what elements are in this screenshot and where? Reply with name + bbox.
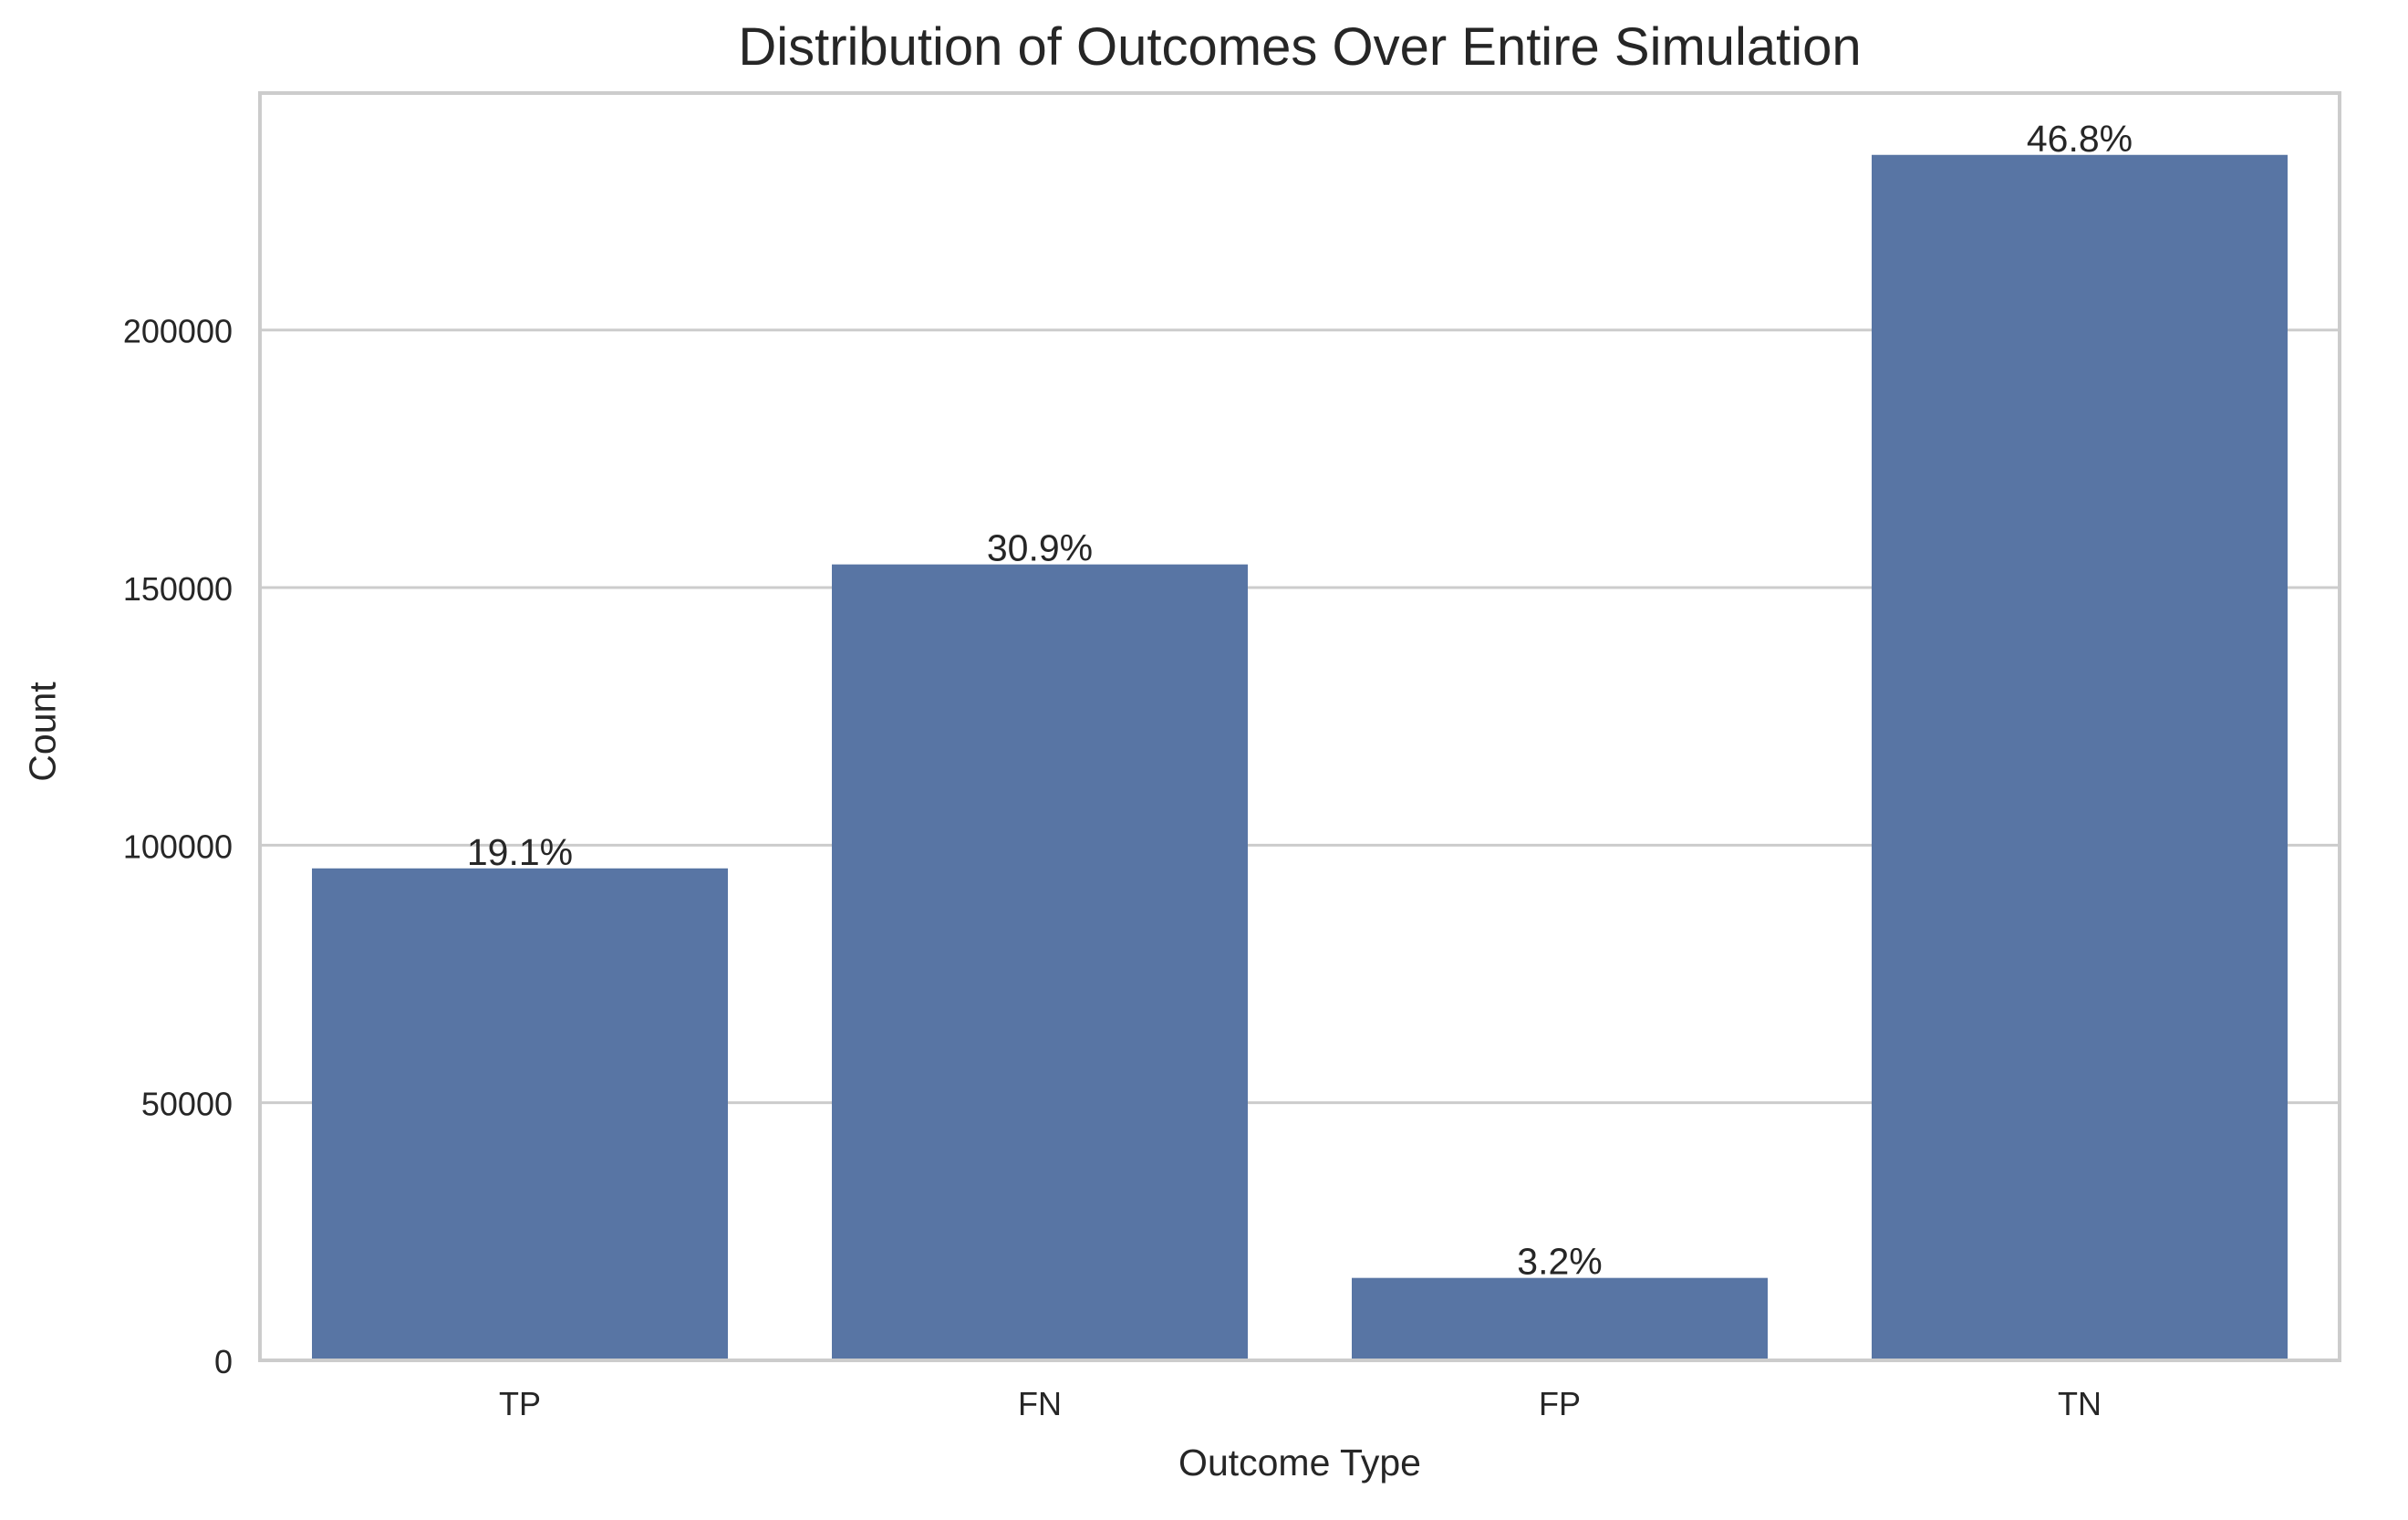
y-tick-label: 150000 <box>123 570 233 608</box>
data-label: 30.9% <box>987 527 1093 569</box>
y-tick-label: 200000 <box>123 313 233 350</box>
x-tick-label: TN <box>2058 1385 2102 1422</box>
x-tick-label: TP <box>499 1385 541 1422</box>
y-tick-label: 100000 <box>123 828 233 865</box>
chart-title: Distribution of Outcomes Over Entire Sim… <box>738 17 1862 77</box>
bar-fp <box>1352 1277 1768 1360</box>
x-axis-label: Outcome Type <box>1178 1442 1421 1484</box>
data-label: 19.1% <box>467 831 573 873</box>
data-label: 3.2% <box>1517 1241 1602 1283</box>
x-tick-label: FN <box>1018 1385 1062 1422</box>
y-tick-label: 50000 <box>141 1086 233 1123</box>
bar-fn <box>832 564 1248 1360</box>
bar-tn <box>1872 154 2288 1360</box>
x-tick-label: FP <box>1539 1385 1581 1422</box>
bar-tp <box>312 868 728 1360</box>
y-tick-label: 0 <box>214 1343 233 1380</box>
plot-frame <box>258 91 2341 1362</box>
data-label: 46.8% <box>2027 118 2133 160</box>
